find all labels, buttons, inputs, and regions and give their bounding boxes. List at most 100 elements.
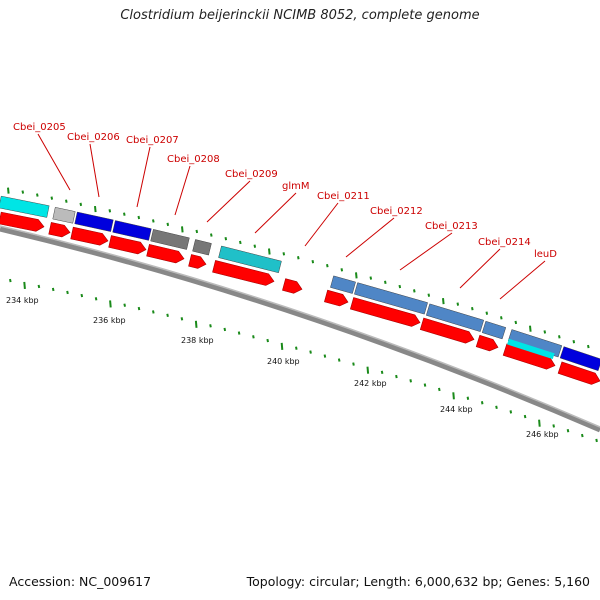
tick-mark — [79, 202, 83, 207]
cds-arrow — [146, 244, 185, 264]
tick-mark — [595, 438, 598, 443]
cds-arrow — [48, 222, 71, 238]
tick-mark — [209, 324, 212, 328]
tick-mark — [326, 264, 329, 268]
tick-mark — [471, 306, 474, 311]
tick-label: 238 kbp — [181, 336, 214, 345]
gene-feature — [354, 282, 428, 315]
tick-mark — [495, 405, 498, 409]
gene-label: Cbei_0212 — [370, 206, 423, 217]
tick-mark — [166, 313, 169, 318]
gene-feature — [192, 239, 212, 256]
tick-mark — [581, 433, 584, 438]
leader-line — [399, 232, 453, 271]
cds-arrow — [324, 289, 349, 307]
tick-mark — [123, 303, 126, 307]
gene-feature — [150, 229, 190, 250]
tick-mark — [456, 302, 460, 306]
tick-mark — [380, 370, 384, 375]
tick-label: 242 kbp — [354, 379, 387, 388]
tick-mark — [566, 429, 570, 433]
leader-line — [459, 248, 501, 289]
tick-mark — [239, 240, 242, 245]
tick-mark — [109, 300, 112, 308]
tick-mark — [50, 196, 54, 200]
tick-mark — [23, 281, 26, 290]
gene-label: Cbei_0213 — [425, 221, 478, 232]
leader-line — [254, 192, 297, 234]
accession-text: Accession: NC_009617 — [9, 574, 152, 589]
tick-mark — [152, 219, 155, 223]
cds-arrow — [419, 317, 475, 344]
leader-line — [304, 202, 339, 247]
cds-arrow — [188, 254, 207, 269]
cds-arrow — [557, 361, 600, 385]
tick-mark — [123, 212, 126, 216]
gene-feature — [481, 320, 507, 340]
tick-mark — [466, 396, 470, 400]
gene-label: Cbei_0207 — [126, 135, 179, 146]
tick-mark — [572, 339, 576, 344]
tick-mark — [398, 284, 402, 289]
tick-label: 246 kbp — [526, 430, 559, 439]
leader-line — [174, 165, 191, 216]
leader-line — [136, 146, 151, 208]
tick-mark — [355, 272, 358, 279]
tick-label: 236 kbp — [93, 316, 126, 325]
tick-mark — [409, 379, 412, 383]
tick-mark — [51, 287, 55, 292]
tick-mark — [252, 335, 255, 339]
tick-label: 244 kbp — [440, 405, 473, 414]
tick-mark — [137, 215, 141, 220]
tick-mark — [366, 366, 370, 374]
tick-mark — [543, 330, 547, 334]
tick-mark — [352, 362, 355, 366]
tick-mark — [21, 190, 25, 194]
tick-mark — [395, 374, 398, 379]
tick-mark — [94, 297, 98, 301]
tick-mark — [268, 248, 271, 255]
tick-mark — [558, 335, 561, 339]
gene-feature — [426, 303, 484, 332]
tick-mark — [166, 222, 170, 227]
map-title: Clostridium beijerinckii NCIMB 8052, com… — [120, 8, 480, 23]
tick-mark — [309, 350, 312, 354]
tick-mark — [514, 320, 518, 325]
tick-mark — [181, 226, 184, 233]
tick-mark — [36, 193, 39, 197]
tick-mark — [538, 419, 541, 427]
gene-label: Cbei_0208 — [167, 154, 220, 165]
cds-arrow — [108, 235, 147, 255]
tick-mark — [9, 278, 12, 283]
tick-mark — [37, 284, 41, 289]
tick-mark — [509, 410, 513, 414]
tick-mark — [65, 199, 68, 203]
leader-line — [37, 133, 71, 191]
tick-mark — [587, 344, 590, 349]
tick-mark — [384, 280, 387, 284]
leader-line — [206, 180, 251, 223]
cds-arrow — [0, 211, 45, 232]
gene-feature — [0, 195, 50, 218]
gene-label: Cbei_0214 — [478, 237, 531, 248]
gene-feature — [112, 220, 152, 241]
tick-mark — [323, 354, 327, 358]
tick-mark — [485, 311, 489, 315]
gene-label: Cbei_0206 — [67, 132, 120, 143]
gene-feature — [218, 245, 282, 274]
tick-mark — [452, 392, 455, 400]
tick-mark — [266, 338, 269, 343]
leader-line — [499, 260, 546, 300]
topology-text: Topology: circular; Length: 6,000,632 bp… — [246, 574, 590, 589]
tick-mark — [280, 342, 284, 350]
tick-mark — [427, 293, 431, 297]
tick-mark — [94, 205, 97, 213]
leader-line — [345, 217, 395, 258]
tick-mark — [80, 293, 84, 298]
tick-mark — [7, 187, 10, 194]
gene-feature — [507, 338, 555, 360]
tick-mark — [480, 401, 484, 405]
tick-mark — [438, 387, 441, 392]
tick-mark — [442, 298, 445, 305]
